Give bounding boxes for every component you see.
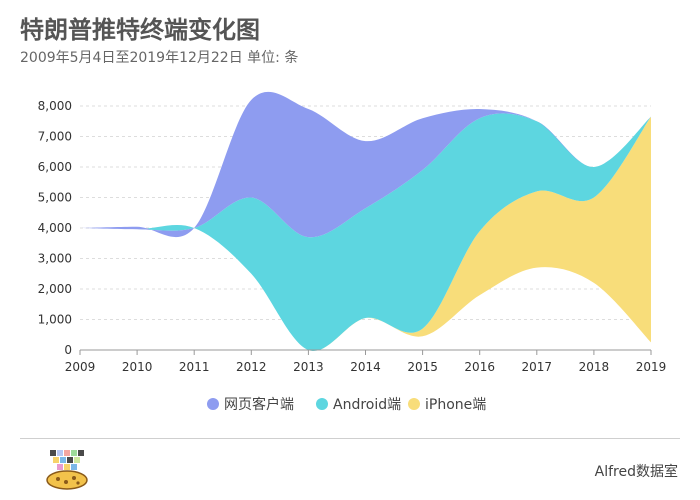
x-tick-label: 2012 bbox=[236, 360, 267, 374]
x-tick-label: 2013 bbox=[293, 360, 324, 374]
alfred-logo-icon bbox=[46, 450, 88, 490]
series-area bbox=[80, 113, 651, 352]
x-tick-label: 2015 bbox=[407, 360, 438, 374]
x-tick-label: 2011 bbox=[179, 360, 210, 374]
x-tick-label: 2018 bbox=[579, 360, 610, 374]
axes: 0 1,000 2,000 3,000 4,000 5,000 6,000 7,000 8,00… bbox=[38, 99, 667, 374]
x-tick-label: 2017 bbox=[522, 360, 553, 374]
x-tick-label: 2014 bbox=[350, 360, 381, 374]
y-tick-label: 2,000 bbox=[38, 282, 72, 296]
x-tick-label: 2009 bbox=[65, 360, 96, 374]
streamgraph-chart: 0 1,000 2,000 3,000 4,000 5,000 6,000 7,000 8,00… bbox=[38, 91, 667, 413]
x-tick-label: 2016 bbox=[464, 360, 495, 374]
y-tick-label: 8,000 bbox=[38, 99, 72, 113]
series-area bbox=[80, 116, 651, 352]
chart-title: 特朗普推特终端变化图 bbox=[20, 16, 260, 44]
x-tick-label: 2010 bbox=[122, 360, 153, 374]
y-tick-label: 1,000 bbox=[38, 313, 72, 327]
legend: 网页客户端 Android端 iPhone端 bbox=[207, 396, 486, 413]
legend-label: Android端 bbox=[333, 397, 401, 413]
legend-swatch bbox=[316, 398, 328, 410]
y-tick-label: 5,000 bbox=[38, 191, 72, 205]
series-areas bbox=[80, 91, 651, 352]
footer-divider bbox=[20, 438, 680, 439]
y-tick-label: 7,000 bbox=[38, 130, 72, 144]
brand-name: Alfred数据室 bbox=[594, 464, 678, 480]
legend-swatch bbox=[207, 398, 219, 410]
x-tick-label: 2019 bbox=[636, 360, 667, 374]
y-tick-label: 0 bbox=[64, 343, 72, 357]
legend-label: 网页客户端 bbox=[224, 396, 294, 413]
series-area bbox=[80, 91, 651, 238]
y-tick-label: 3,000 bbox=[38, 252, 72, 266]
chart-subtitle: 2009年5月4日至2019年12月22日 单位: 条 bbox=[20, 50, 299, 66]
legend-label: iPhone端 bbox=[425, 397, 486, 413]
y-tick-label: 4,000 bbox=[38, 221, 72, 235]
y-tick-label: 6,000 bbox=[38, 160, 72, 174]
legend-swatch bbox=[408, 398, 420, 410]
